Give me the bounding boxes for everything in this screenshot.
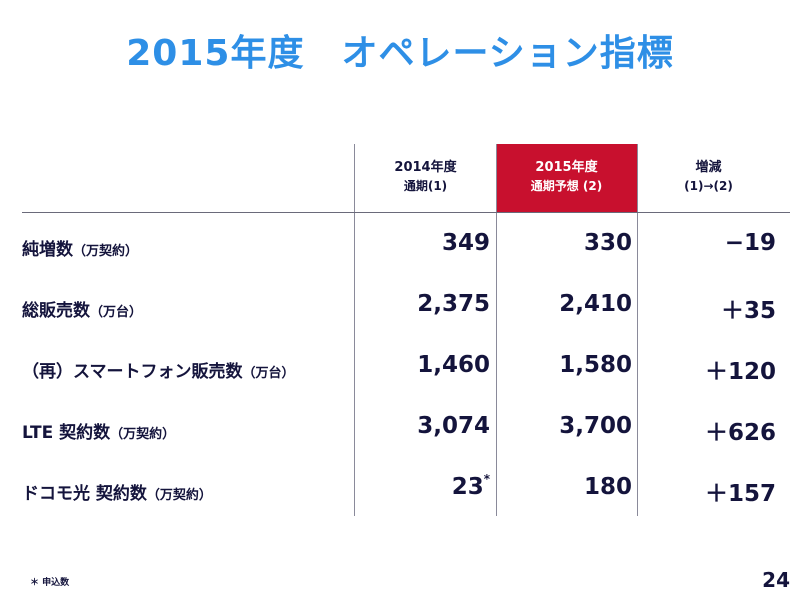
footnote: ＊ 申込数 [30,578,70,588]
header-2015-line2: 通期予想 (2) [530,179,603,193]
row-label-smartphone-sales: （再）スマートフォン販売数（万台） [22,357,295,382]
header-2014-line2: 通期(1) [403,179,448,193]
cell-2014: 349 [441,230,490,256]
header-2014: 2014年度 通期(1) [355,158,496,196]
header-2015-line1: 2015年度 [535,160,598,175]
header-divider [22,212,790,213]
cell-2015: 180 [583,474,632,500]
cell-2015: 1,580 [559,352,632,378]
cell-change: ＋157 [704,481,776,507]
cell-2014-value: 23 [451,474,484,500]
page-number: 24 [762,568,790,592]
row-label-text: （再）スマートフォン販売数 [22,362,243,382]
header-change-line1: 増減 [695,160,722,175]
column-divider [637,144,638,516]
cell-2015: 2,410 [559,291,632,317]
row-unit: （万台） [90,305,143,320]
row-label-net-additions: 純増数（万契約） [22,235,138,260]
header-2015-forecast: 2015年度 通期予想 (2) [496,158,637,196]
row-label-text: 純増数 [22,240,73,260]
footnote-mark: * [483,472,490,486]
forecast-column-highlight [496,144,637,212]
cell-2015: 330 [583,230,632,256]
row-label-text: LTE 契約数 [22,423,111,443]
cell-change: −19 [724,230,776,256]
cell-change: ＋35 [720,298,776,324]
cell-change: ＋120 [704,359,776,385]
row-label-lte-subscriptions: LTE 契約数（万契約） [22,418,175,443]
column-divider [354,144,355,516]
row-unit: （万契約） [146,488,212,503]
cell-2014: 2,375 [417,291,490,317]
row-unit: （万台） [242,366,295,381]
header-change: 増減 (1)→(2) [638,158,779,196]
row-label-text: 総販売数 [22,301,90,321]
column-divider [496,144,497,516]
cell-2014: 1,460 [417,352,490,378]
row-label-text: ドコモ光 契約数 [22,484,147,504]
page-title: 2015年度 オペレーション指標 [126,33,674,74]
header-change-line2: (1)→(2) [684,179,733,193]
row-label-total-sales: 総販売数（万台） [22,296,142,321]
row-unit: （万契約） [73,244,139,259]
row-unit: （万契約） [110,427,176,442]
row-label-docomo-hikari: ドコモ光 契約数（万契約） [22,479,212,504]
cell-2014: 23* [451,472,490,500]
cell-2014: 3,074 [417,413,490,439]
header-2014-line1: 2014年度 [394,160,457,175]
cell-change: ＋626 [704,420,776,446]
cell-2015: 3,700 [559,413,632,439]
